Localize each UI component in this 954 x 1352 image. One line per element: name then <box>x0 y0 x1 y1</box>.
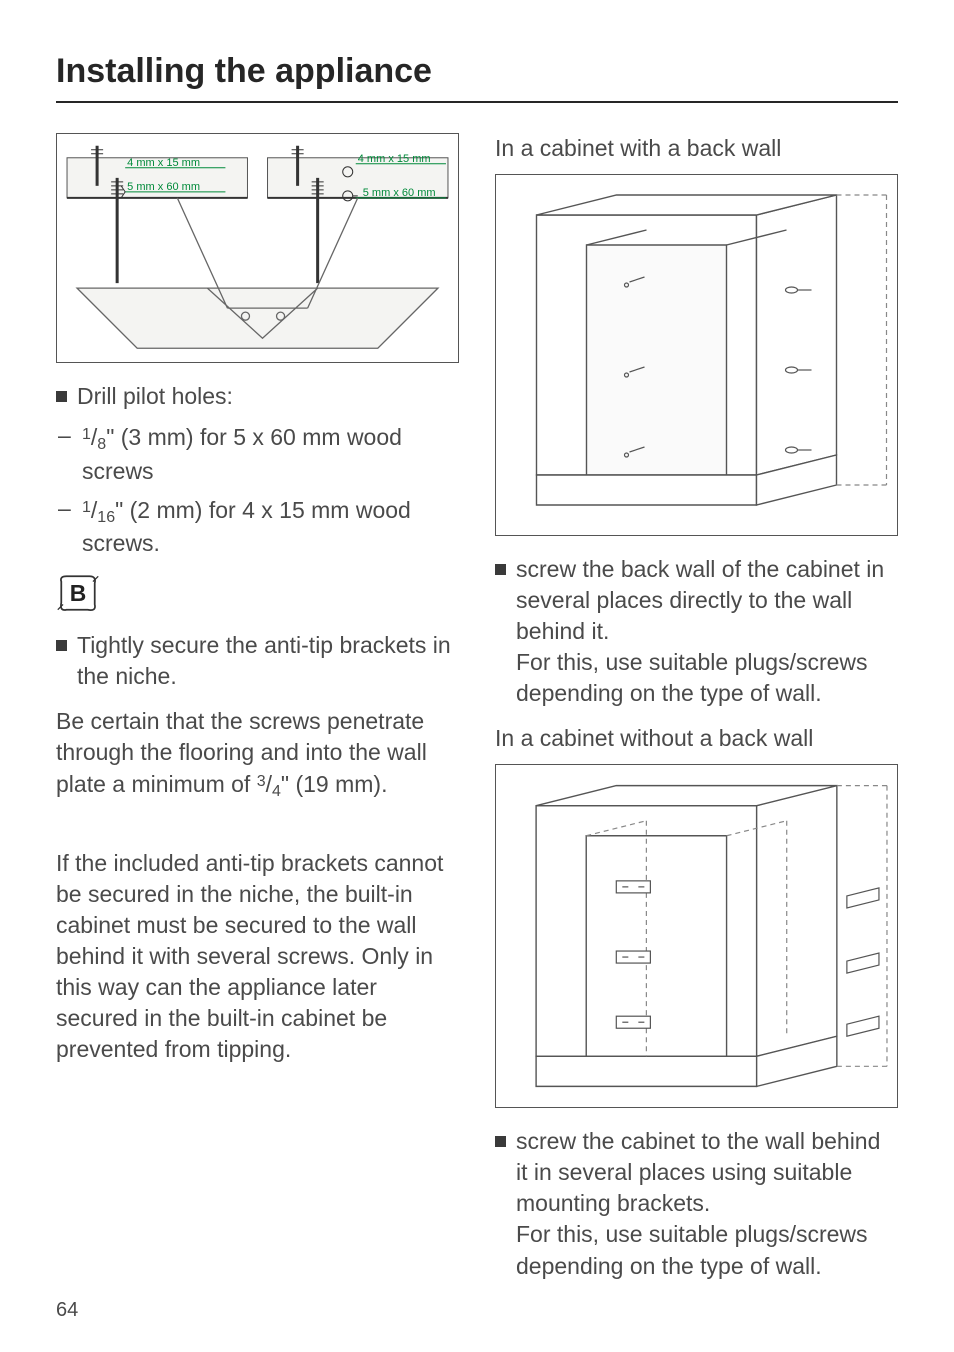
dim-label-bot-l: 5 mm x 60 mm <box>127 181 200 193</box>
left-column: 4 mm x 15 mm 5 mm x 60 mm <box>56 133 459 1292</box>
page-title: Installing the appliance <box>56 52 898 103</box>
para-alt-securing: If the included anti-tip brackets cannot… <box>56 848 459 1065</box>
square-bullet-icon <box>495 564 506 575</box>
bullet-no-back-wall-text: screw the cabinet to the wall behind it … <box>516 1126 898 1281</box>
svg-text:B: B <box>70 580 87 606</box>
two-column-layout: 4 mm x 15 mm 5 mm x 60 mm <box>56 133 898 1292</box>
square-bullet-icon <box>495 1136 506 1147</box>
bullet-back-wall-text: screw the back wall of the cabinet in se… <box>516 554 898 709</box>
dim-label-bot-r: 5 mm x 60 mm <box>363 187 436 199</box>
figure-cabinet-back-wall <box>495 174 898 536</box>
step-b-icon: B <box>56 571 100 615</box>
heading-no-back-wall: In a cabinet without a back wall <box>495 723 898 754</box>
bullet-drill-text: Drill pilot holes: <box>77 381 233 412</box>
right-column: In a cabinet with a back wall <box>495 133 898 1292</box>
bullet-drill-pilot: Drill pilot holes: <box>56 381 459 412</box>
square-bullet-icon <box>56 391 67 402</box>
bullet-screw-back-wall: screw the back wall of the cabinet in se… <box>495 554 898 709</box>
dash-icon: – <box>58 422 72 487</box>
bullet-screw-no-back-wall: screw the cabinet to the wall behind it … <box>495 1126 898 1281</box>
page-root: Installing the appliance <box>0 0 954 1352</box>
figure-cabinet-no-back-wall <box>495 764 898 1108</box>
dim-label-top-r: 4 mm x 15 mm <box>358 153 431 165</box>
dash-row-2: – 1/16" (2 mm) for 4 x 15 mm wood screws… <box>56 495 459 560</box>
para-screw-penetrate: Be certain that the screws penetrate thr… <box>56 706 459 802</box>
dash-1-text: 1/8" (3 mm) for 5 x 60 mm wood screws <box>82 422 459 487</box>
dash-icon: – <box>58 495 72 560</box>
dim-label-top-l: 4 mm x 15 mm <box>127 157 200 169</box>
bullet-tightly-secure: Tightly secure the anti-tip brackets in … <box>56 630 459 692</box>
dash-row-1: – 1/8" (3 mm) for 5 x 60 mm wood screws <box>56 422 459 487</box>
bullet-tight-text: Tightly secure the anti-tip brackets in … <box>77 630 459 692</box>
anti-tip-diagram-svg: 4 mm x 15 mm 5 mm x 60 mm <box>57 134 458 362</box>
dash-2-text: 1/16" (2 mm) for 4 x 15 mm wood screws. <box>82 495 459 560</box>
page-number: 64 <box>56 1299 78 1322</box>
cabinet-back-wall-svg <box>496 175 897 535</box>
figure-anti-tip-bracket: 4 mm x 15 mm 5 mm x 60 mm <box>56 133 459 363</box>
square-bullet-icon <box>56 640 67 651</box>
cabinet-no-back-wall-svg <box>496 765 897 1107</box>
heading-back-wall: In a cabinet with a back wall <box>495 133 898 164</box>
